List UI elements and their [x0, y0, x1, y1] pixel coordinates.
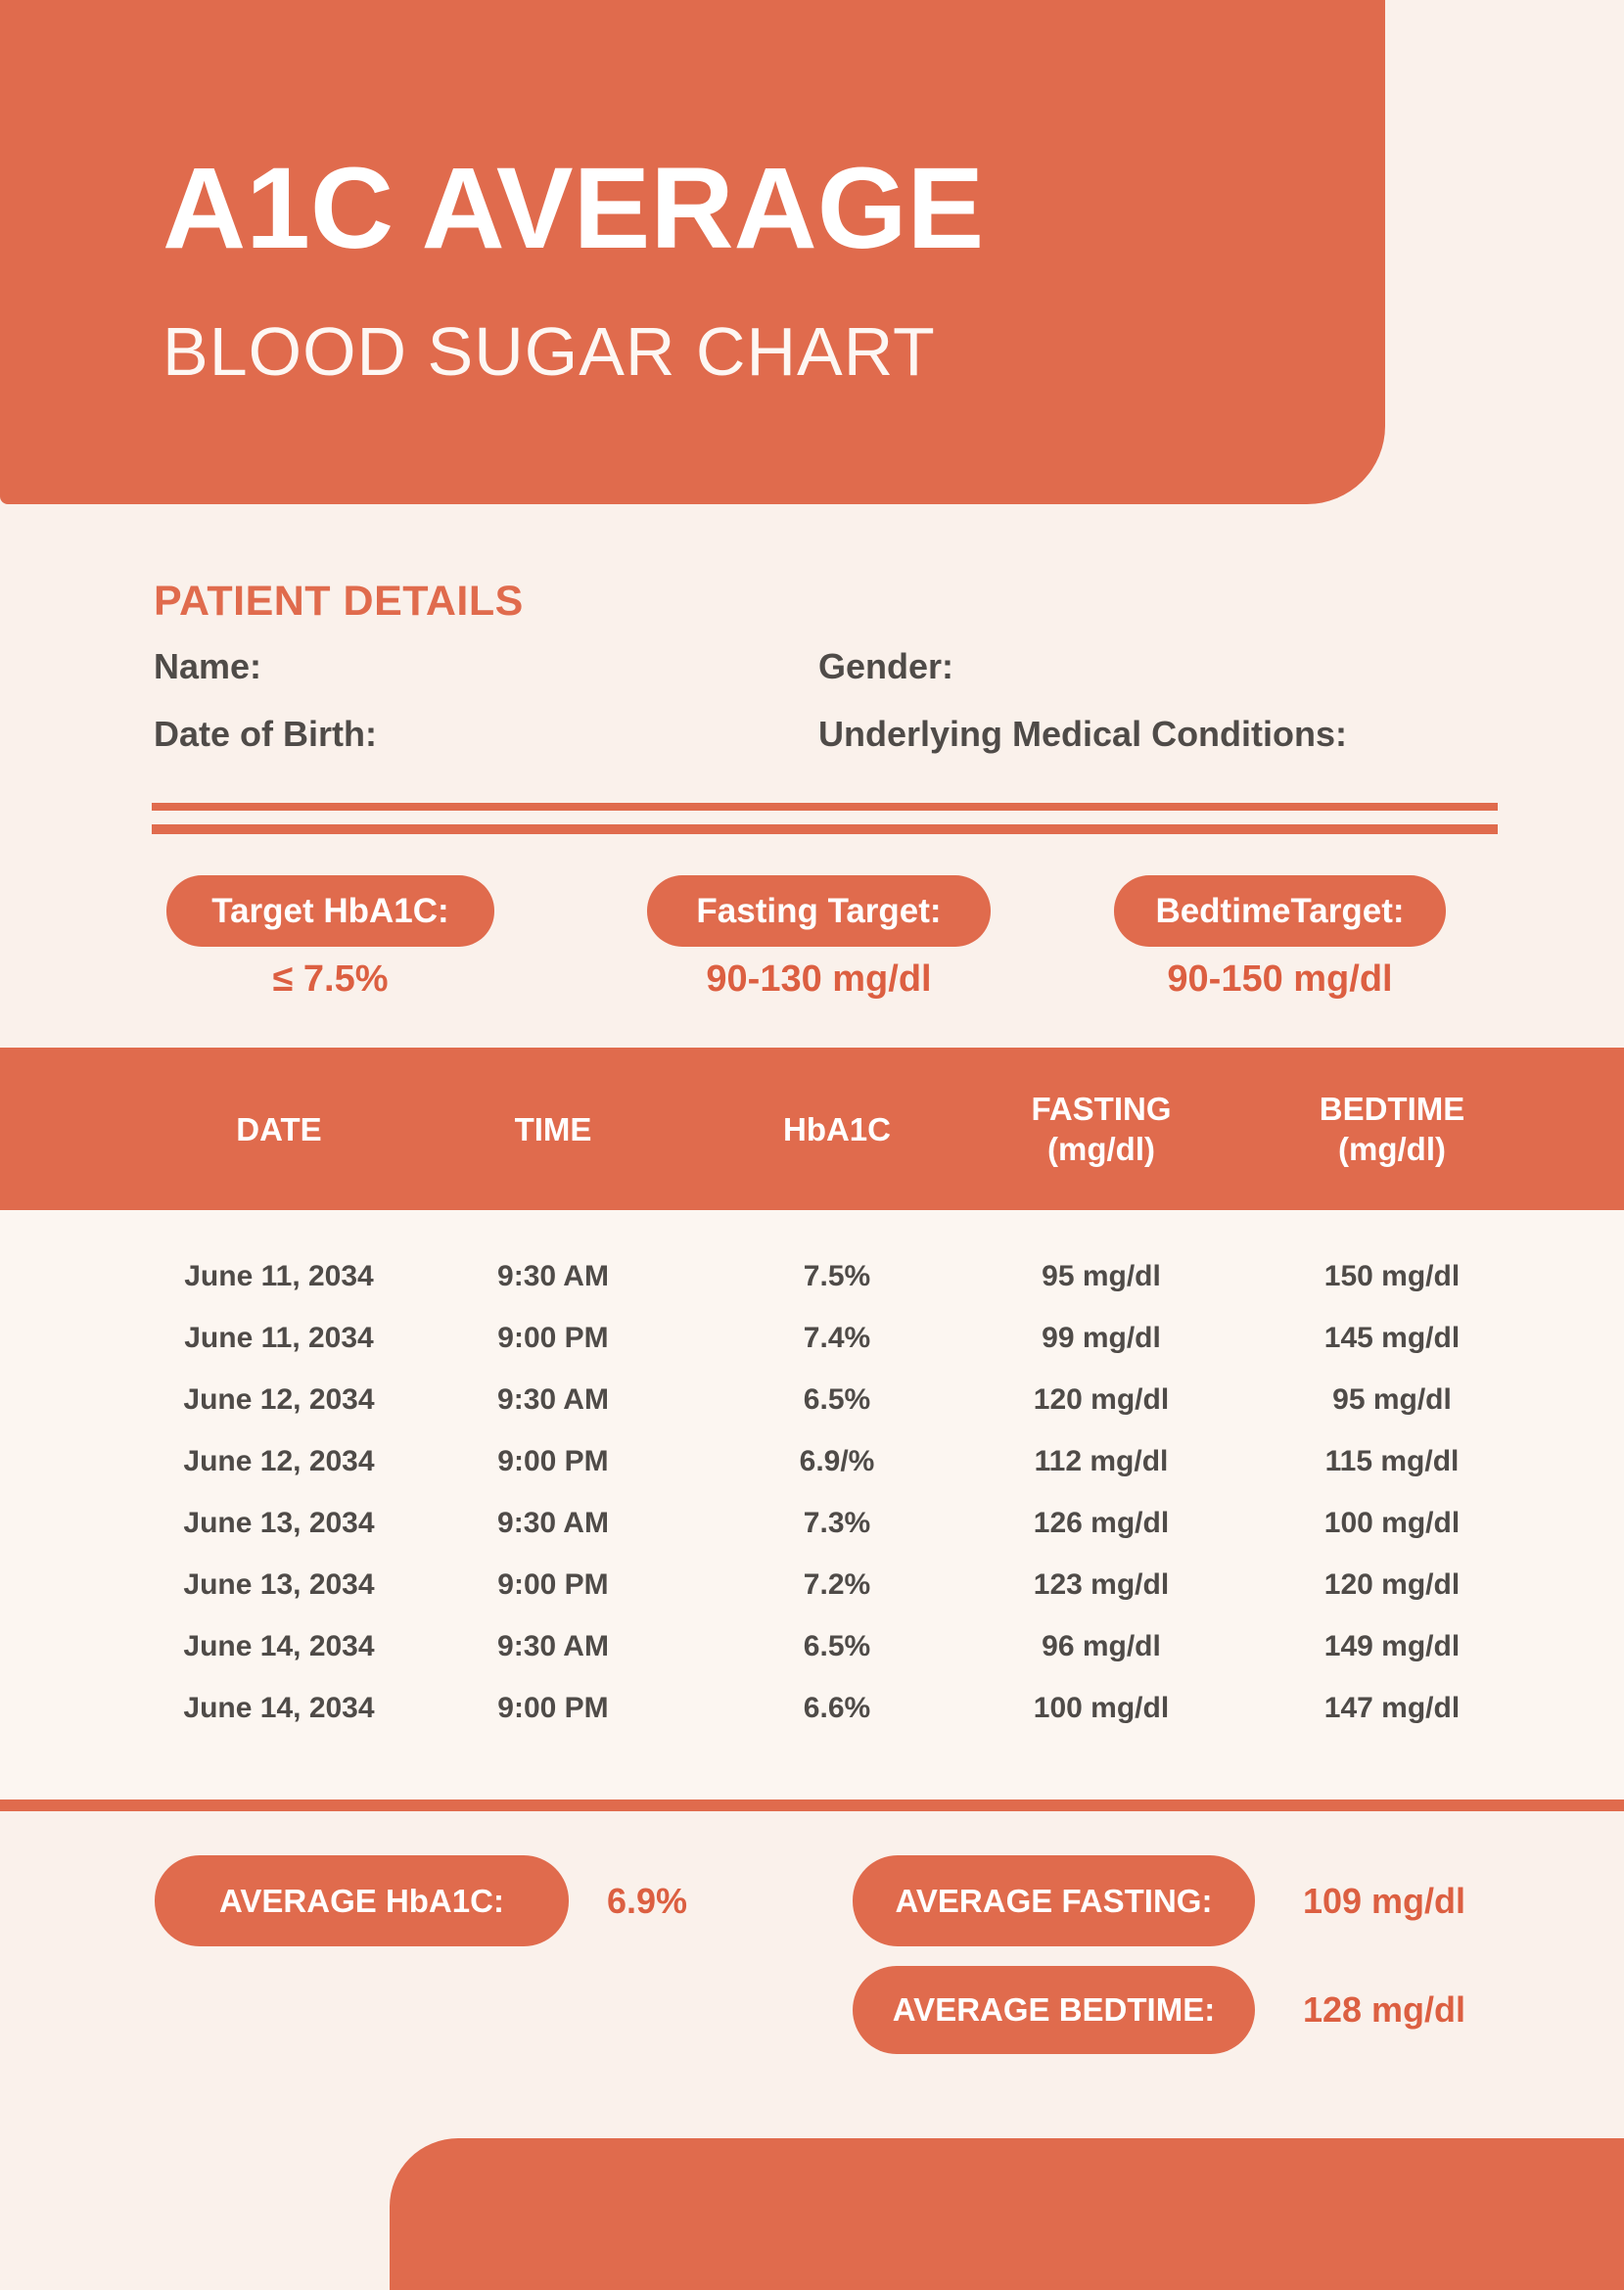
- average-fasting-pill: AVERAGE FASTING:: [853, 1855, 1255, 1946]
- cell-fasting: 99 mg/dl: [1042, 1321, 1161, 1354]
- column-header-bedtime: BEDTIME (mg/dl): [1319, 1091, 1465, 1167]
- name-label: Name:: [154, 646, 262, 686]
- bedtime-target-value: 90-150 mg/dl: [1167, 958, 1393, 1000]
- cell-date: June 11, 2034: [184, 1321, 374, 1354]
- fasting-target-value: 90-130 mg/dl: [706, 958, 932, 1000]
- cell-time: 9:30 AM: [497, 1629, 609, 1662]
- column-header-date: DATE: [236, 1110, 322, 1147]
- table-row: June 11, 2034 9:30 AM 7.5% 95 mg/dl 150 …: [0, 1245, 1624, 1307]
- cell-fasting: 126 mg/dl: [1033, 1506, 1170, 1539]
- page-subtitle: BLOOD SUGAR CHART: [162, 313, 936, 390]
- target-hba1c-value: ≤ 7.5%: [272, 958, 389, 1000]
- column-header-time: TIME: [514, 1110, 592, 1147]
- average-bedtime-pill: AVERAGE BEDTIME:: [853, 1966, 1255, 2054]
- page-title: A1C AVERAGE: [162, 144, 985, 273]
- section-divider: [0, 1799, 1624, 1811]
- cell-hba1c: 7.4%: [803, 1321, 871, 1354]
- fasting-target-pill: Fasting Target:: [647, 875, 991, 947]
- cell-hba1c: 6.5%: [803, 1382, 871, 1416]
- cell-bedtime: 149 mg/dl: [1323, 1629, 1461, 1662]
- table-row: June 14, 2034 9:00 PM 6.6% 100 mg/dl 147…: [0, 1677, 1624, 1739]
- cell-bedtime: 115 mg/dl: [1324, 1444, 1460, 1477]
- bedtime-target-pill: BedtimeTarget:: [1114, 875, 1446, 947]
- target-hba1c-label: Target HbA1C:: [211, 891, 449, 930]
- cell-fasting: 123 mg/dl: [1033, 1567, 1170, 1601]
- table-row: June 12, 2034 9:30 AM 6.5% 120 mg/dl 95 …: [0, 1369, 1624, 1430]
- table-header-row: DATE TIME HbA1C FASTING (mg/dl) BEDTIME (m…: [0, 1048, 1624, 1210]
- gender-label: Gender:: [818, 646, 954, 686]
- table-row: June 13, 2034 9:00 PM 7.2% 123 mg/dl 120…: [0, 1554, 1624, 1615]
- cell-date: June 12, 2034: [183, 1382, 375, 1416]
- fasting-target-label: Fasting Target:: [696, 891, 942, 930]
- patient-details-heading: PATIENT DETAILS: [154, 578, 524, 625]
- column-header-hba1c: HbA1C: [782, 1110, 891, 1147]
- cell-hba1c: 6.9/%: [799, 1444, 875, 1477]
- cell-hba1c: 7.3%: [803, 1506, 871, 1539]
- average-fasting-label: AVERAGE FASTING:: [895, 1882, 1213, 1919]
- cell-bedtime: 150 mg/dl: [1323, 1259, 1461, 1292]
- column-header-fasting: FASTING (mg/dl): [1031, 1091, 1172, 1167]
- cell-time: 9:00 PM: [497, 1691, 609, 1724]
- table-row: June 13, 2034 9:30 AM 7.3% 126 mg/dl 100…: [0, 1492, 1624, 1554]
- cell-fasting: 100 mg/dl: [1033, 1691, 1170, 1724]
- cell-time: 9:30 AM: [497, 1506, 609, 1539]
- cell-time: 9:30 AM: [497, 1259, 609, 1292]
- table-row: June 14, 2034 9:30 AM 6.5% 96 mg/dl 149 …: [0, 1615, 1624, 1677]
- cell-bedtime: 100 mg/dl: [1323, 1506, 1461, 1539]
- average-bedtime-value: 128 mg/dl: [1302, 1989, 1466, 2030]
- cell-fasting: 112 mg/dl: [1034, 1444, 1169, 1477]
- cell-time: 9:00 PM: [497, 1321, 609, 1354]
- cell-date: June 11, 2034: [184, 1259, 374, 1292]
- cell-hba1c: 7.5%: [803, 1259, 871, 1292]
- cell-date: June 13, 2034: [183, 1567, 375, 1601]
- cell-time: 9:00 PM: [497, 1444, 609, 1477]
- average-hba1c-value: 6.9%: [606, 1881, 688, 1921]
- cell-fasting: 120 mg/dl: [1033, 1382, 1170, 1416]
- table-body-background: [0, 1210, 1624, 1799]
- average-hba1c-pill: AVERAGE HbA1C:: [155, 1855, 569, 1946]
- dob-label: Date of Birth:: [154, 714, 377, 754]
- cell-date: June 12, 2034: [183, 1444, 375, 1477]
- cell-date: June 14, 2034: [183, 1629, 375, 1662]
- average-hba1c-label: AVERAGE HbA1C:: [219, 1882, 504, 1919]
- cell-date: June 13, 2034: [183, 1506, 375, 1539]
- table-row: June 11, 2034 9:00 PM 7.4% 99 mg/dl 145 …: [0, 1307, 1624, 1369]
- table-row: June 12, 2034 9:00 PM 6.9/% 112 mg/dl 11…: [0, 1430, 1624, 1492]
- average-bedtime-label: AVERAGE BEDTIME:: [892, 1991, 1216, 2028]
- cell-hba1c: 6.6%: [803, 1691, 871, 1724]
- cell-bedtime: 120 mg/dl: [1323, 1567, 1461, 1601]
- average-fasting-value: 109 mg/dl: [1302, 1881, 1466, 1921]
- cell-bedtime: 147 mg/dl: [1323, 1691, 1461, 1724]
- cell-bedtime: 95 mg/dl: [1332, 1382, 1452, 1416]
- target-hba1c-pill: Target HbA1C:: [166, 875, 494, 947]
- conditions-label: Underlying Medical Conditions:: [818, 714, 1348, 754]
- cell-bedtime: 145 mg/dl: [1323, 1321, 1461, 1354]
- cell-fasting: 96 mg/dl: [1042, 1629, 1161, 1662]
- cell-time: 9:30 AM: [497, 1382, 609, 1416]
- cell-fasting: 95 mg/dl: [1042, 1259, 1161, 1292]
- bedtime-target-label: BedtimeTarget:: [1155, 891, 1405, 930]
- separator-line-bottom: [152, 824, 1498, 834]
- header-banner: A1C AVERAGE BLOOD SUGAR CHART: [0, 0, 1385, 504]
- cell-time: 9:00 PM: [497, 1567, 609, 1601]
- cell-hba1c: 7.2%: [803, 1567, 871, 1601]
- cell-hba1c: 6.5%: [803, 1629, 871, 1662]
- cell-date: June 14, 2034: [183, 1691, 375, 1724]
- separator-line-top: [152, 803, 1498, 811]
- footer-banner: [390, 2138, 1624, 2290]
